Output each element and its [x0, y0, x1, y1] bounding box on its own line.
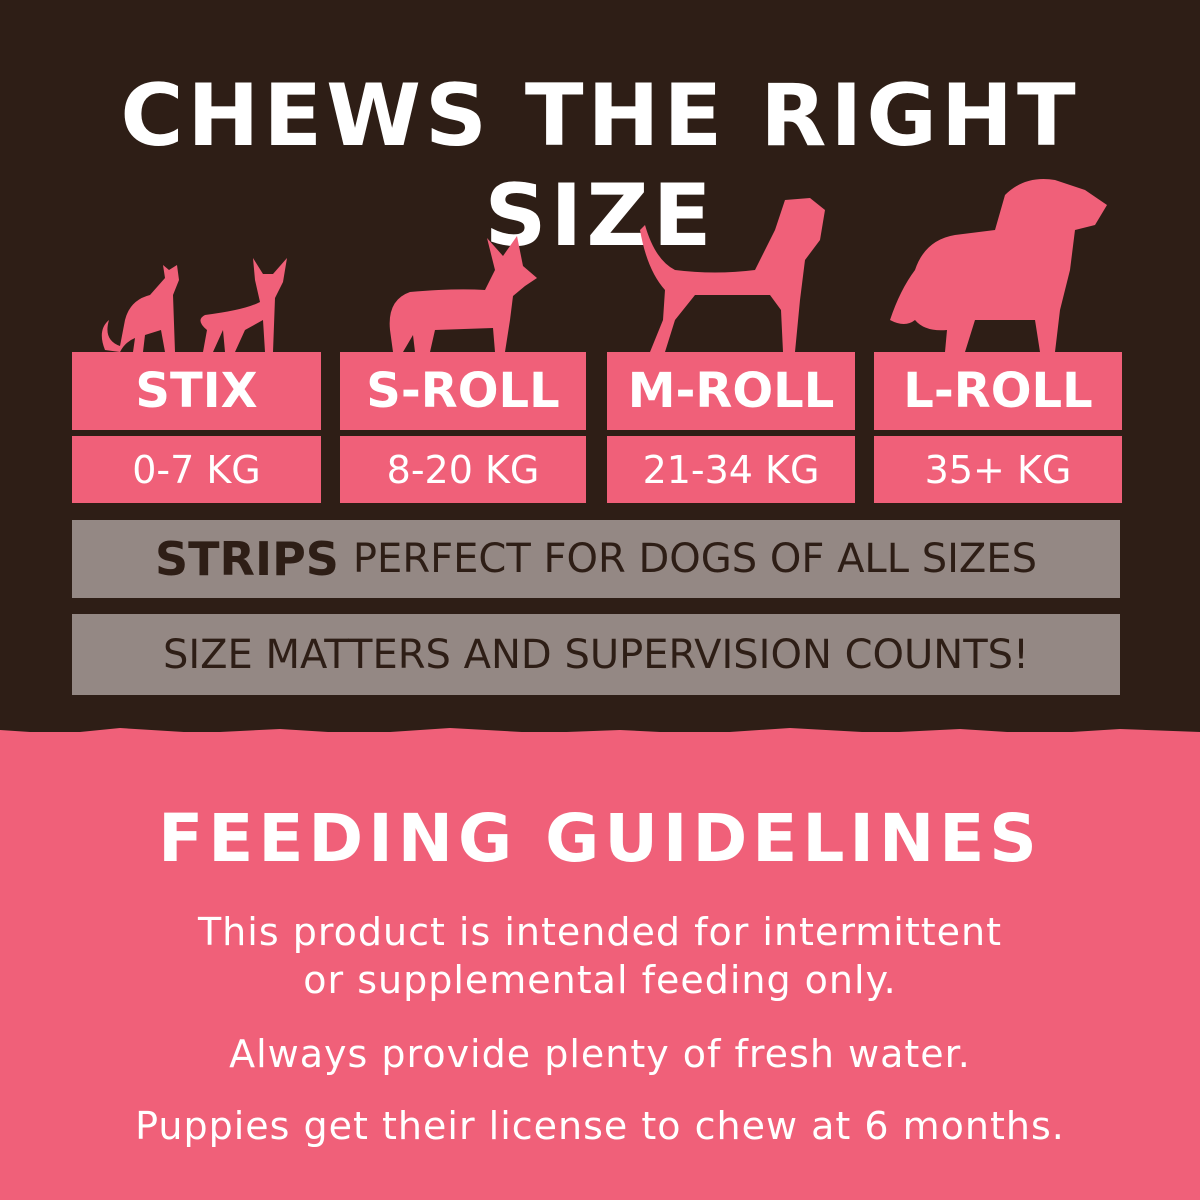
size-name-stix: STIX	[72, 352, 321, 430]
corgi-silhouette-icon	[389, 236, 537, 352]
feeding-text-line-4: Puppies get their license to chew at 6 m…	[135, 1104, 1065, 1148]
torn-edge-divider	[0, 728, 1200, 742]
supervision-banner: SIZE MATTERS AND SUPERVISION COUNTS!	[72, 614, 1120, 695]
strips-banner: STRIPS PERFECT FOR DOGS OF ALL SIZES	[72, 520, 1120, 598]
weight-range-s-roll: 8-20 KG	[340, 436, 586, 503]
cat-and-small-dog-silhouette-icon	[101, 258, 287, 352]
weight-range-l-roll: 35+ KG	[874, 436, 1122, 503]
feeding-guidelines-title: FEEDING GUIDELINES	[158, 800, 1042, 877]
weight-range-m-roll: 21-34 KG	[607, 436, 855, 503]
size-name-s-roll: S-ROLL	[340, 352, 586, 430]
feeding-text-line-3: Always provide plenty of fresh water.	[229, 1032, 971, 1076]
large-dog-silhouette-icon	[890, 179, 1107, 352]
size-guide-section: CHEWS THE RIGHT SIZE STIX S-ROLL M-ROLL …	[0, 0, 1200, 732]
feeding-text-line-2: or supplemental feeding only.	[303, 958, 897, 1002]
size-name-l-roll: L-ROLL	[874, 352, 1122, 430]
strips-text: PERFECT FOR DOGS OF ALL SIZES	[352, 536, 1037, 582]
strips-label: STRIPS	[155, 532, 339, 586]
size-name-m-roll: M-ROLL	[607, 352, 855, 430]
weight-range-stix: 0-7 KG	[72, 436, 321, 503]
feeding-text-line-1: This product is intended for intermitten…	[197, 910, 1003, 954]
medium-dog-silhouette-icon	[640, 198, 825, 352]
page-title: CHEWS THE RIGHT SIZE	[120, 66, 1080, 266]
